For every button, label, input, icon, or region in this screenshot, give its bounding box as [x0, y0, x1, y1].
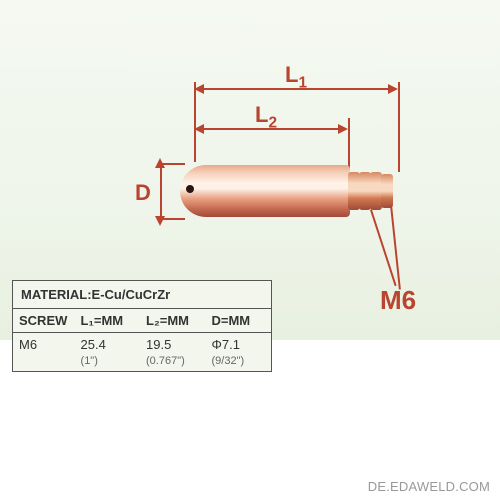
dim-label-l1: L1 [285, 62, 307, 92]
ext-line-l2-right [348, 118, 350, 168]
hdr-d: D=MM [206, 309, 271, 332]
spec-table: MATERIAL:E-Cu/CuCrZr SCREW L₁=MM L₂=MM D… [12, 280, 272, 372]
ext-d-top [160, 163, 185, 165]
val-screw: M6 [13, 333, 75, 371]
contact-tip-body [180, 165, 350, 217]
ext-line-l1-right [398, 82, 400, 172]
ext-line-l1-left [194, 82, 196, 162]
dim-arrow-l1-left [194, 84, 204, 94]
watermark-text: DE.EDAWELD.COM [368, 479, 490, 494]
material-row: MATERIAL:E-Cu/CuCrZr [13, 281, 178, 308]
dim-arrow-l2-left [194, 124, 204, 134]
dim-line-d [160, 162, 162, 220]
hdr-l2: L₂=MM [140, 309, 205, 332]
dim-label-l2: L2 [255, 102, 277, 132]
dim-label-d: D [135, 180, 151, 206]
val-l2: 19.5(0.767") [140, 333, 205, 371]
contact-tip-hole [186, 185, 194, 193]
dim-arrow-l1-right [388, 84, 398, 94]
hdr-screw: SCREW [13, 309, 75, 332]
val-l1: 25.4(1") [75, 333, 140, 371]
hdr-l1: L₁=MM [75, 309, 140, 332]
dim-arrow-l2-right [338, 124, 348, 134]
thread-label-m6: M6 [380, 285, 416, 316]
ext-d-bot [160, 218, 185, 220]
val-d: Φ7.1(9/32") [206, 333, 271, 371]
